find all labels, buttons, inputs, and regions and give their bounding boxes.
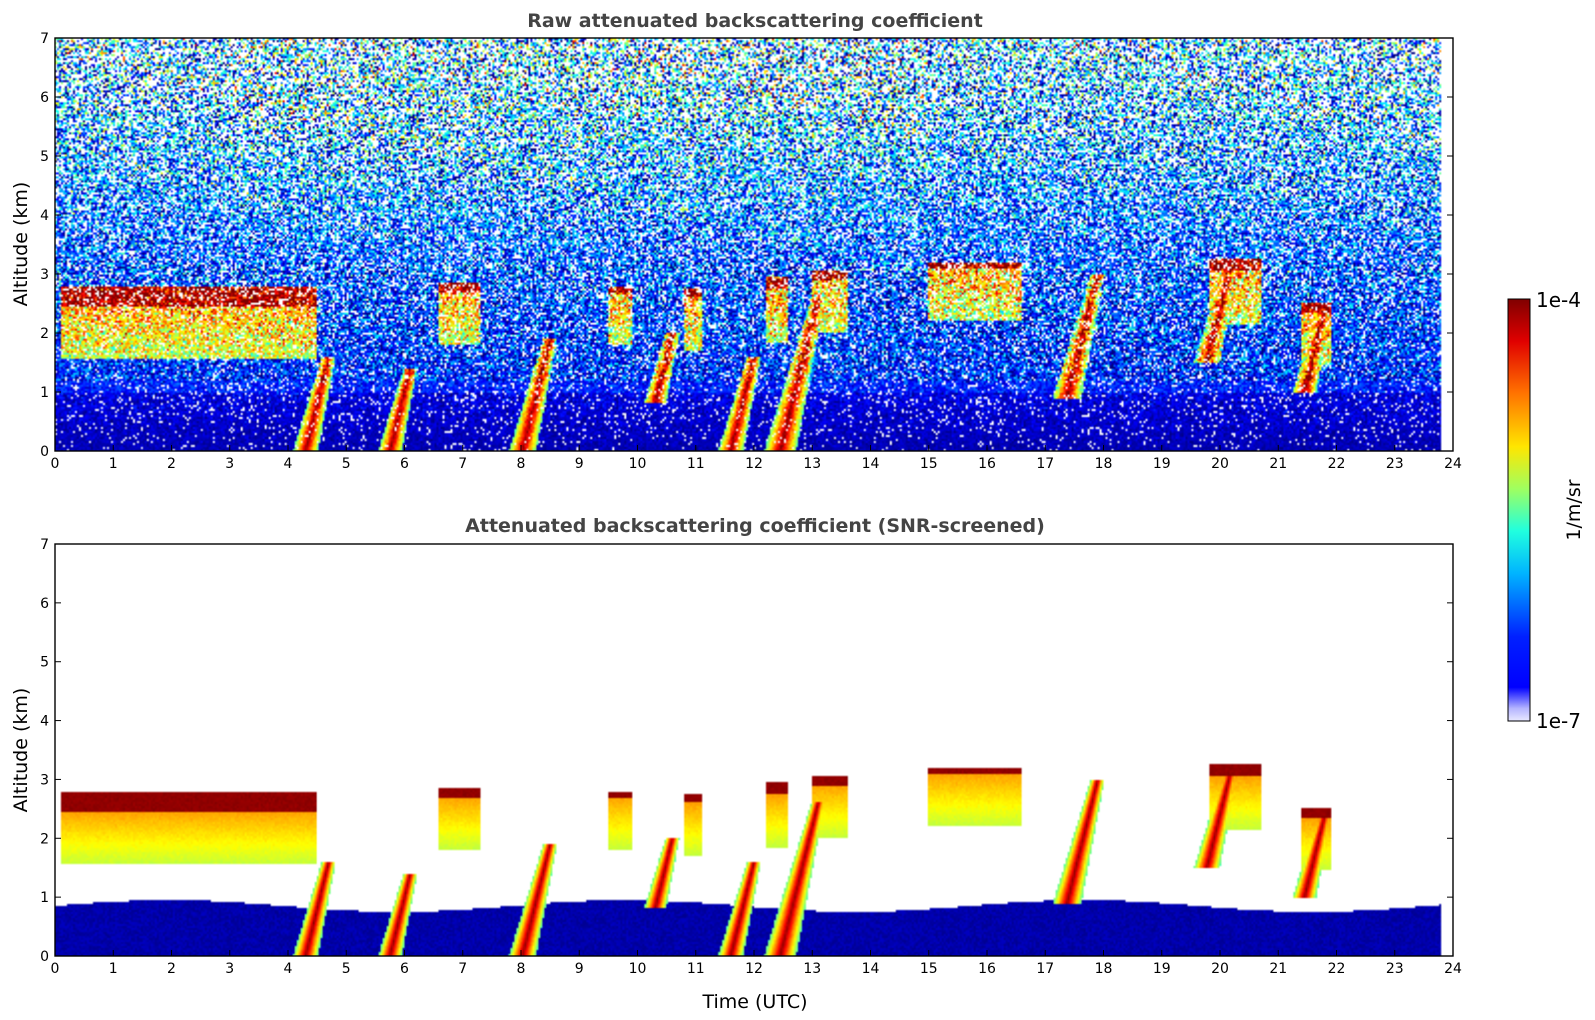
x-tick-label: 19	[1153, 961, 1171, 977]
raw-backscatter-heatmap	[55, 38, 1453, 451]
x-tick-label: 3	[225, 961, 234, 977]
x-tick-label: 6	[400, 961, 409, 977]
y-tick-label: 7	[40, 31, 49, 47]
panel-raw-axes: 0 1 2 3 4 5 6 7 8 9 10 11 12 13 14 15 16 17 18 19 20 21 22 23 24…	[40, 31, 1462, 472]
x-tick-label: 16	[978, 456, 996, 472]
y-tick-label: 0	[40, 949, 49, 965]
colorbar: 1e-4 1e-7 1/m/sr	[1507, 288, 1585, 733]
y-tick-label: 0	[40, 444, 49, 460]
x-tick-label: 8	[517, 456, 526, 472]
x-tick-label: 13	[803, 456, 821, 472]
x-tick-label: 24	[1444, 961, 1462, 977]
panel-screened-title: Attenuated backscattering coefficient (S…	[465, 515, 1045, 537]
y-tick-label: 3	[40, 772, 49, 788]
x-tick-label: 14	[862, 961, 880, 977]
x-tick-label: 8	[517, 961, 526, 977]
colorbar-gradient	[1507, 298, 1531, 722]
x-tick-label: 24	[1444, 456, 1462, 472]
x-tick-label: 5	[342, 456, 351, 472]
x-tick-label: 0	[51, 961, 60, 977]
x-tick-label: 11	[687, 961, 705, 977]
y-tick-label: 6	[40, 90, 49, 106]
x-tick-label: 23	[1386, 456, 1404, 472]
x-tick-label: 2	[167, 456, 176, 472]
y-tick-label: 1	[40, 385, 49, 401]
y-tick-label: 2	[40, 326, 49, 342]
y-tick-label: 4	[40, 714, 49, 730]
x-tick-label: 22	[1328, 961, 1346, 977]
x-tick-label: 21	[1269, 456, 1287, 472]
x-tick-label: 7	[458, 456, 467, 472]
y-tick-label: 3	[40, 267, 49, 283]
x-tick-label: 6	[400, 456, 409, 472]
y-tick-label: 2	[40, 831, 49, 847]
x-tick-label: 9	[575, 961, 584, 977]
x-tick-label: 15	[920, 456, 938, 472]
y-tick-label: 5	[40, 655, 49, 671]
x-tick-label: 21	[1269, 961, 1287, 977]
x-tick-label: 1	[109, 961, 118, 977]
x-tick-label: 12	[745, 456, 763, 472]
y-tick-label: 1	[40, 890, 49, 906]
x-tick-label: 13	[803, 961, 821, 977]
x-tick-label: 17	[1036, 961, 1054, 977]
x-tick-label: 16	[978, 961, 996, 977]
y-tick-label: 5	[40, 149, 49, 165]
x-tick-label: 10	[629, 456, 647, 472]
colorbar-min-label: 1e-7	[1536, 709, 1581, 733]
x-tick-label: 7	[458, 961, 467, 977]
x-tick-label: 4	[284, 456, 293, 472]
x-tick-label: 19	[1153, 456, 1171, 472]
y-tick-label: 7	[40, 537, 49, 553]
x-tick-label: 2	[167, 961, 176, 977]
x-tick-label: 10	[629, 961, 647, 977]
x-tick-label: 4	[284, 961, 293, 977]
x-tick-label: 5	[342, 961, 351, 977]
x-tick-label: 22	[1328, 456, 1346, 472]
panel-screened-xlabel: Time (UTC)	[701, 991, 807, 1013]
panel-screened: Attenuated backscattering coefficient (S…	[10, 515, 1462, 1013]
panel-screened-axes: 0 1 2 3 4 5 6 7 8 9 10 11 12 13 14 15 16 17 18 19 20 21 22 23 24…	[40, 537, 1462, 977]
panel-screened-ylabel: Altitude (km)	[10, 688, 32, 813]
x-tick-label: 20	[1211, 961, 1229, 977]
x-tick-label: 0	[51, 456, 60, 472]
x-tick-label: 9	[575, 456, 584, 472]
panel-raw-title: Raw attenuated backscattering coefficien…	[527, 10, 983, 32]
y-tick-label: 4	[40, 208, 49, 224]
x-tick-label: 3	[225, 456, 234, 472]
x-tick-label: 14	[862, 456, 880, 472]
panel-screened-plot-area	[55, 544, 1453, 956]
panel-raw: Raw attenuated backscattering coefficien…	[10, 10, 1462, 472]
x-tick-label: 17	[1036, 456, 1054, 472]
x-tick-label: 1	[109, 456, 118, 472]
panel-raw-plot-area	[55, 38, 1453, 451]
x-tick-label: 18	[1095, 961, 1113, 977]
x-tick-label: 18	[1095, 456, 1113, 472]
screened-backscatter-heatmap	[55, 544, 1453, 956]
x-tick-label: 20	[1211, 456, 1229, 472]
x-tick-label: 11	[687, 456, 705, 472]
x-tick-label: 12	[745, 961, 763, 977]
colorbar-unit-label: 1/m/sr	[1563, 479, 1585, 540]
colorbar-max-label: 1e-4	[1536, 288, 1581, 312]
panel-raw-ylabel: Altitude (km)	[10, 182, 32, 307]
y-tick-label: 6	[40, 596, 49, 612]
x-tick-label: 15	[920, 961, 938, 977]
x-tick-label: 23	[1386, 961, 1404, 977]
